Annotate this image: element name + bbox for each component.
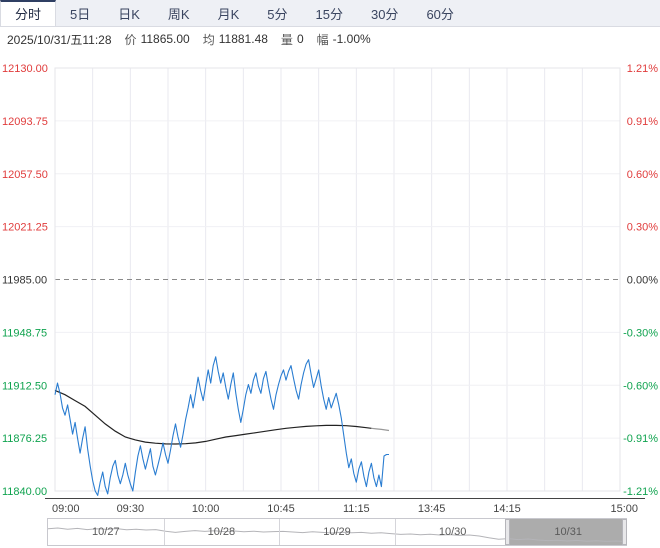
y-axis-label-left: 12057.50: [2, 169, 48, 181]
slider-date-10-31[interactable]: 10/31: [554, 526, 582, 538]
y-axis-label-left: 11840.00: [2, 486, 47, 498]
y-axis-label-right: -0.91%: [623, 433, 658, 445]
average-price-line-tail: [371, 427, 390, 432]
y-axis-label-right: 1.21%: [627, 63, 658, 75]
average-group: 均 11881.48: [203, 31, 268, 48]
y-axis-label-left: 12130.00: [2, 63, 48, 75]
range-value: -1.00%: [332, 32, 371, 46]
volume-label: 量: [280, 32, 293, 47]
price-group: 价 11865.00: [125, 31, 190, 48]
slider-divider: [394, 519, 396, 545]
slider-date-10-30[interactable]: 10/30: [438, 526, 467, 538]
range-label: 幅: [316, 32, 329, 47]
slider-handle-left[interactable]: [505, 519, 511, 545]
slider-divider: [279, 519, 281, 545]
period-tab-2[interactable]: 日K: [118, 7, 140, 22]
price-line: [54, 356, 389, 496]
slider-date-10-27[interactable]: 10/27: [92, 526, 120, 538]
quote-infobar: 2025/10/31/五11:28 价 11865.00 均 11881.48 …: [0, 27, 660, 51]
quote-datetime: 2025/10/31/五11:28: [7, 32, 112, 47]
date-range-slider[interactable]: 10/27 10/28 10/29 10/30 10/31: [47, 518, 627, 546]
plot-border: [54, 67, 621, 492]
x-axis-label: 09:30: [117, 503, 145, 515]
slider-date-10-29[interactable]: 10/29: [323, 526, 351, 538]
y-axis-label-right: -0.60%: [623, 380, 658, 392]
quote-datetime-group: 2025/10/31/五11:28: [7, 31, 112, 48]
average-label: 均: [202, 32, 215, 47]
x-axis-label: 10:00: [192, 503, 220, 515]
h-gridlines: [55, 67, 620, 492]
period-tab-8[interactable]: 60分: [426, 7, 454, 22]
slider-date-10-28[interactable]: 10/28: [207, 526, 236, 538]
y-axis-label-right: 0.91%: [627, 116, 658, 128]
slider-divider: [163, 519, 165, 545]
y-axis-label-right: 0.30%: [627, 222, 658, 234]
x-axis-label: 10:45: [267, 503, 295, 515]
x-axis-label: 15:00: [610, 503, 638, 515]
price-label: 价: [124, 32, 137, 47]
x-axis-labels: 09:00 09:30 10:00 10:45 11:15 13:45 14:15 15:00: [52, 503, 638, 515]
y-axis-label-left: 11985.00: [2, 275, 47, 287]
average-price-line: [54, 389, 372, 445]
y-axis-label-left: 11912.50: [2, 380, 47, 392]
period-tab-6[interactable]: 15分: [315, 7, 343, 22]
x-axis-label: 11:15: [343, 503, 370, 515]
period-tab-0[interactable]: 分时: [0, 0, 57, 26]
period-tab-1[interactable]: 5日: [70, 7, 91, 22]
y-axis-label-right: -0.30%: [623, 327, 658, 339]
period-tab-3[interactable]: 周K: [167, 7, 190, 22]
average-value: 11881.48: [218, 32, 268, 46]
y-axis-label-left: 12093.75: [2, 116, 48, 128]
volume-value: 0: [296, 32, 304, 46]
period-tabbar: 分时 5日 日K 周K 月K 5分 15分 30分 60分: [0, 0, 660, 27]
x-axis-label: 09:00: [52, 503, 80, 515]
y-axis-label-right: 0.60%: [627, 169, 658, 181]
volume-group: 量 0: [281, 31, 304, 48]
x-axis-label: 13:45: [418, 503, 446, 515]
y-axis-label-right: 0.00%: [627, 275, 658, 287]
period-tab-5[interactable]: 5分: [267, 7, 288, 22]
y-axis-label-right: -1.21%: [623, 486, 658, 498]
period-tab-4[interactable]: 月K: [217, 7, 240, 22]
x-axis-label: 14:15: [493, 503, 521, 515]
y-axis-label-left: 12021.25: [2, 222, 48, 234]
y-axis-label-left: 11876.25: [2, 433, 47, 445]
slider-sparkline: [48, 527, 626, 543]
price-value: 11865.00: [140, 32, 190, 46]
y-axis-label-left: 11948.75: [2, 327, 47, 339]
slider-handle-right[interactable]: [622, 519, 627, 545]
intraday-chart-canvas[interactable]: 12130.00 1.21% 12093.75 0.91% 12057.50 0.60% 1…: [0, 51, 660, 518]
range-group: 幅 -1.00%: [317, 31, 371, 48]
period-tab-7[interactable]: 30分: [370, 7, 399, 22]
